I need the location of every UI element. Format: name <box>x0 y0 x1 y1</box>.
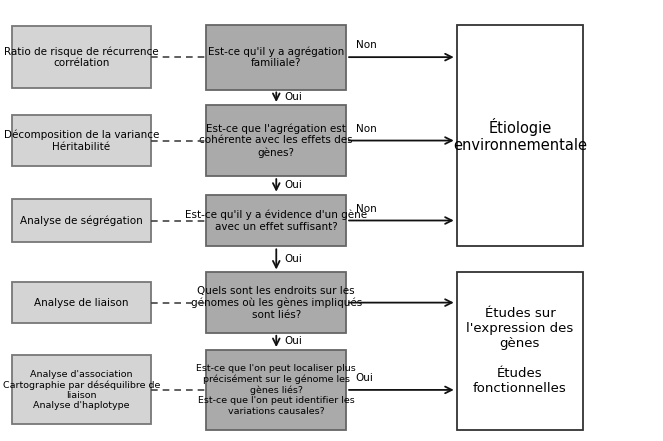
Text: Non: Non <box>356 204 377 213</box>
Text: Non: Non <box>356 123 377 134</box>
Text: Analyse d'association
Cartographie par déséquilibre de
liaison
Analyse d'haploty: Analyse d'association Cartographie par d… <box>3 370 160 410</box>
FancyBboxPatch shape <box>11 26 151 89</box>
Text: Est-ce qu'il y a agrégation
familiale?: Est-ce qu'il y a agrégation familiale? <box>208 46 344 68</box>
FancyBboxPatch shape <box>11 355 151 425</box>
FancyBboxPatch shape <box>206 105 346 176</box>
Text: Est-ce que l'agrégation est
cohérente avec les effets des
gènes?: Est-ce que l'agrégation est cohérente av… <box>200 123 353 158</box>
Text: Étiologie
environnementale: Étiologie environnementale <box>453 118 587 153</box>
Text: Oui: Oui <box>356 373 374 383</box>
FancyBboxPatch shape <box>206 350 346 430</box>
Text: Non: Non <box>356 40 377 50</box>
FancyBboxPatch shape <box>11 282 151 323</box>
FancyBboxPatch shape <box>206 194 346 247</box>
Text: Oui: Oui <box>284 336 302 346</box>
FancyBboxPatch shape <box>11 199 151 242</box>
Text: Est-ce qu'il y a évidence d'un gène
avec un effet suffisant?: Est-ce qu'il y a évidence d'un gène avec… <box>185 209 367 232</box>
FancyBboxPatch shape <box>206 25 346 90</box>
Text: Quels sont les endroits sur les
génomes où les gènes impliqués
sont liés?: Quels sont les endroits sur les génomes … <box>191 286 362 320</box>
FancyBboxPatch shape <box>457 273 583 430</box>
Text: Oui: Oui <box>284 92 302 102</box>
Text: Analyse de ségrégation: Analyse de ségrégation <box>20 215 143 226</box>
FancyBboxPatch shape <box>11 115 151 167</box>
Text: Études sur
l'expression des
gènes

Études
fonctionnelles: Études sur l'expression des gènes Études… <box>466 307 573 395</box>
Text: Décomposition de la variance
Héritabilité: Décomposition de la variance Héritabilit… <box>4 130 159 152</box>
Text: Ratio de risque de récurrence
corrélation: Ratio de risque de récurrence corrélatio… <box>4 46 158 68</box>
Text: Analyse de liaison: Analyse de liaison <box>34 298 129 308</box>
Text: Oui: Oui <box>284 254 302 265</box>
FancyBboxPatch shape <box>457 25 583 247</box>
Text: Est-ce que l'on peut localiser plus
précisément sur le génome les
gènes liés?
Es: Est-ce que l'on peut localiser plus préc… <box>196 364 356 416</box>
FancyBboxPatch shape <box>206 273 346 333</box>
Text: Oui: Oui <box>284 180 302 191</box>
